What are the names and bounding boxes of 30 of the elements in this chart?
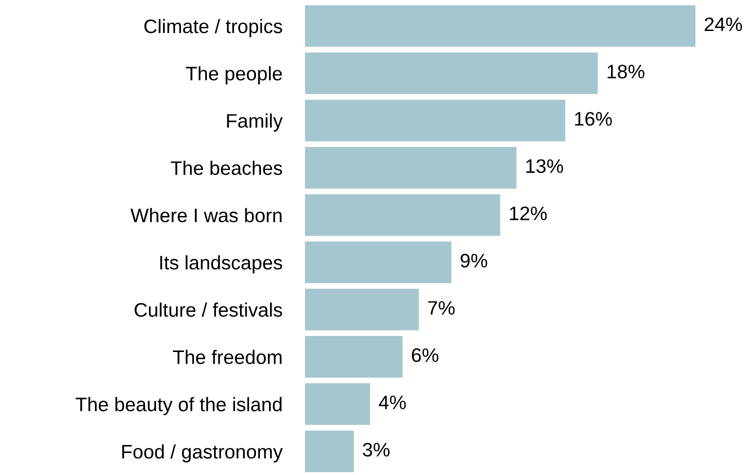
data-label: 9%	[460, 254, 488, 268]
bar	[305, 336, 403, 378]
y-tick-label: Climate / tropics	[144, 18, 282, 38]
data-label: 4%	[378, 396, 406, 410]
y-tick-label: Its landscapes	[160, 255, 282, 274]
bar	[305, 100, 566, 142]
y-tick-label: The beauty of the island	[76, 397, 282, 416]
bar	[305, 288, 419, 330]
y-tick-label: The beaches	[170, 160, 282, 176]
bar	[305, 242, 452, 284]
data-label: 3%	[362, 442, 390, 457]
bar	[305, 52, 598, 94]
y-tick-label: Family	[227, 113, 283, 132]
data-label: 7%	[428, 301, 455, 315]
data-label: 18%	[608, 64, 644, 78]
data-label: 12%	[510, 206, 547, 220]
data-label: 6%	[412, 348, 438, 362]
data-label: 24%	[704, 17, 742, 32]
bar	[305, 146, 516, 189]
bar	[305, 5, 696, 47]
bar	[305, 430, 354, 472]
bar	[305, 194, 500, 236]
y-tick-label: The people	[186, 66, 282, 84]
y-tick-label: Where I was born	[130, 208, 282, 222]
data-label: 16%	[575, 112, 612, 126]
y-tick-label: Food / gastronomy	[122, 444, 283, 462]
y-tick-label: Culture / festivals	[134, 302, 282, 317]
data-label: 13%	[526, 159, 564, 174]
bar	[305, 383, 370, 425]
y-tick-label: The freedom	[172, 350, 282, 364]
